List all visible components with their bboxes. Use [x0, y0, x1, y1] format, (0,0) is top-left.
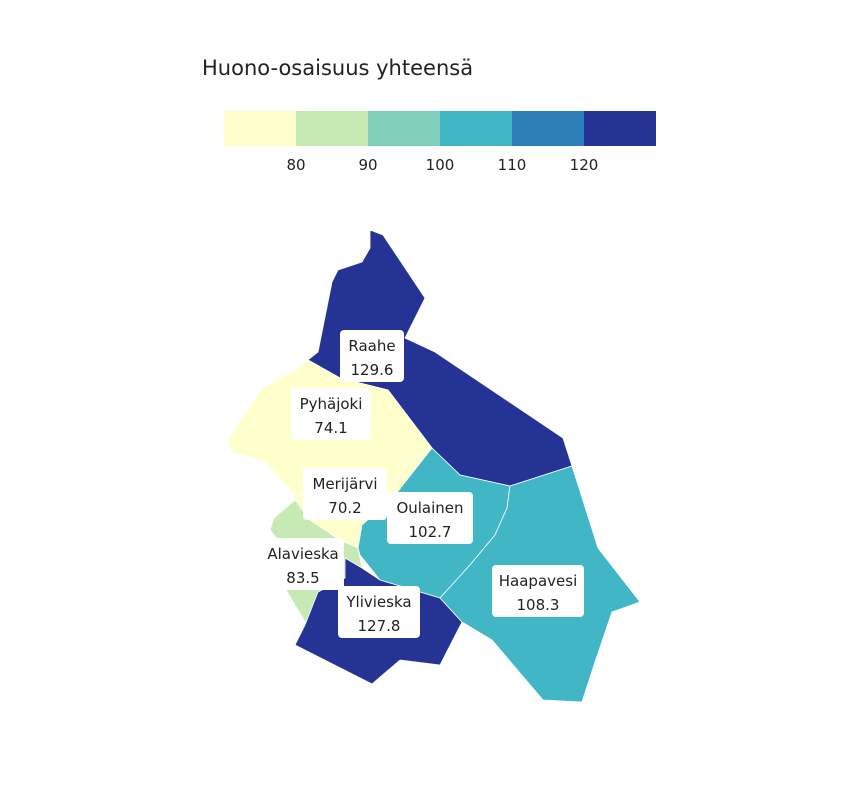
label-alavieska: Alavieska 83.5 — [262, 538, 344, 590]
legend-swatch — [296, 111, 368, 146]
label-box — [492, 565, 584, 617]
municipality-name: Ylivieska — [345, 593, 411, 611]
label-oulainen: Oulainen 102.7 — [387, 492, 473, 544]
label-pyhajoki: Pyhäjoki 74.1 — [291, 388, 371, 440]
legend-tick: 110 — [498, 156, 527, 174]
municipality-value: 74.1 — [314, 419, 347, 437]
municipality-value: 127.8 — [358, 617, 401, 635]
label-box — [387, 492, 473, 544]
label-box — [262, 538, 344, 590]
legend-tick: 80 — [286, 156, 305, 174]
municipality-value: 70.2 — [328, 499, 361, 517]
label-raahe: Raahe 129.6 — [340, 330, 404, 382]
municipality-name: Alavieska — [267, 545, 338, 563]
municipality-value: 83.5 — [286, 569, 319, 587]
legend-tick: 120 — [570, 156, 599, 174]
legend-title: Huono-osaisuus yhteensä — [202, 56, 474, 80]
legend-tick: 90 — [358, 156, 377, 174]
municipality-name: Raahe — [348, 337, 395, 355]
legend-ticks: 80 90 100 110 120 — [286, 156, 598, 174]
label-box — [291, 388, 371, 440]
municipality-value: 129.6 — [351, 361, 394, 379]
municipality-value: 102.7 — [409, 523, 452, 541]
municipality-labels: Raahe 129.6 Pyhäjoki 74.1 Merijärvi 70.2… — [262, 330, 584, 638]
label-haapavesi: Haapavesi 108.3 — [492, 565, 584, 617]
municipality-value: 108.3 — [517, 596, 560, 614]
legend-swatch — [368, 111, 440, 146]
label-box — [338, 586, 420, 638]
legend-colorbar — [224, 111, 656, 146]
legend-swatch — [584, 111, 656, 146]
municipality-name: Pyhäjoki — [300, 395, 363, 413]
legend-swatch — [512, 111, 584, 146]
label-ylivieska: Ylivieska 127.8 — [338, 586, 420, 638]
legend-swatch — [440, 111, 512, 146]
municipality-regions — [227, 229, 641, 703]
label-merijarvi: Merijärvi 70.2 — [303, 468, 387, 520]
label-box — [303, 468, 387, 520]
municipality-name: Merijärvi — [312, 475, 377, 493]
legend-swatch — [224, 111, 296, 146]
municipality-name: Oulainen — [396, 499, 463, 517]
municipality-name: Haapavesi — [499, 572, 577, 590]
label-box — [340, 330, 404, 382]
legend-tick: 100 — [426, 156, 455, 174]
